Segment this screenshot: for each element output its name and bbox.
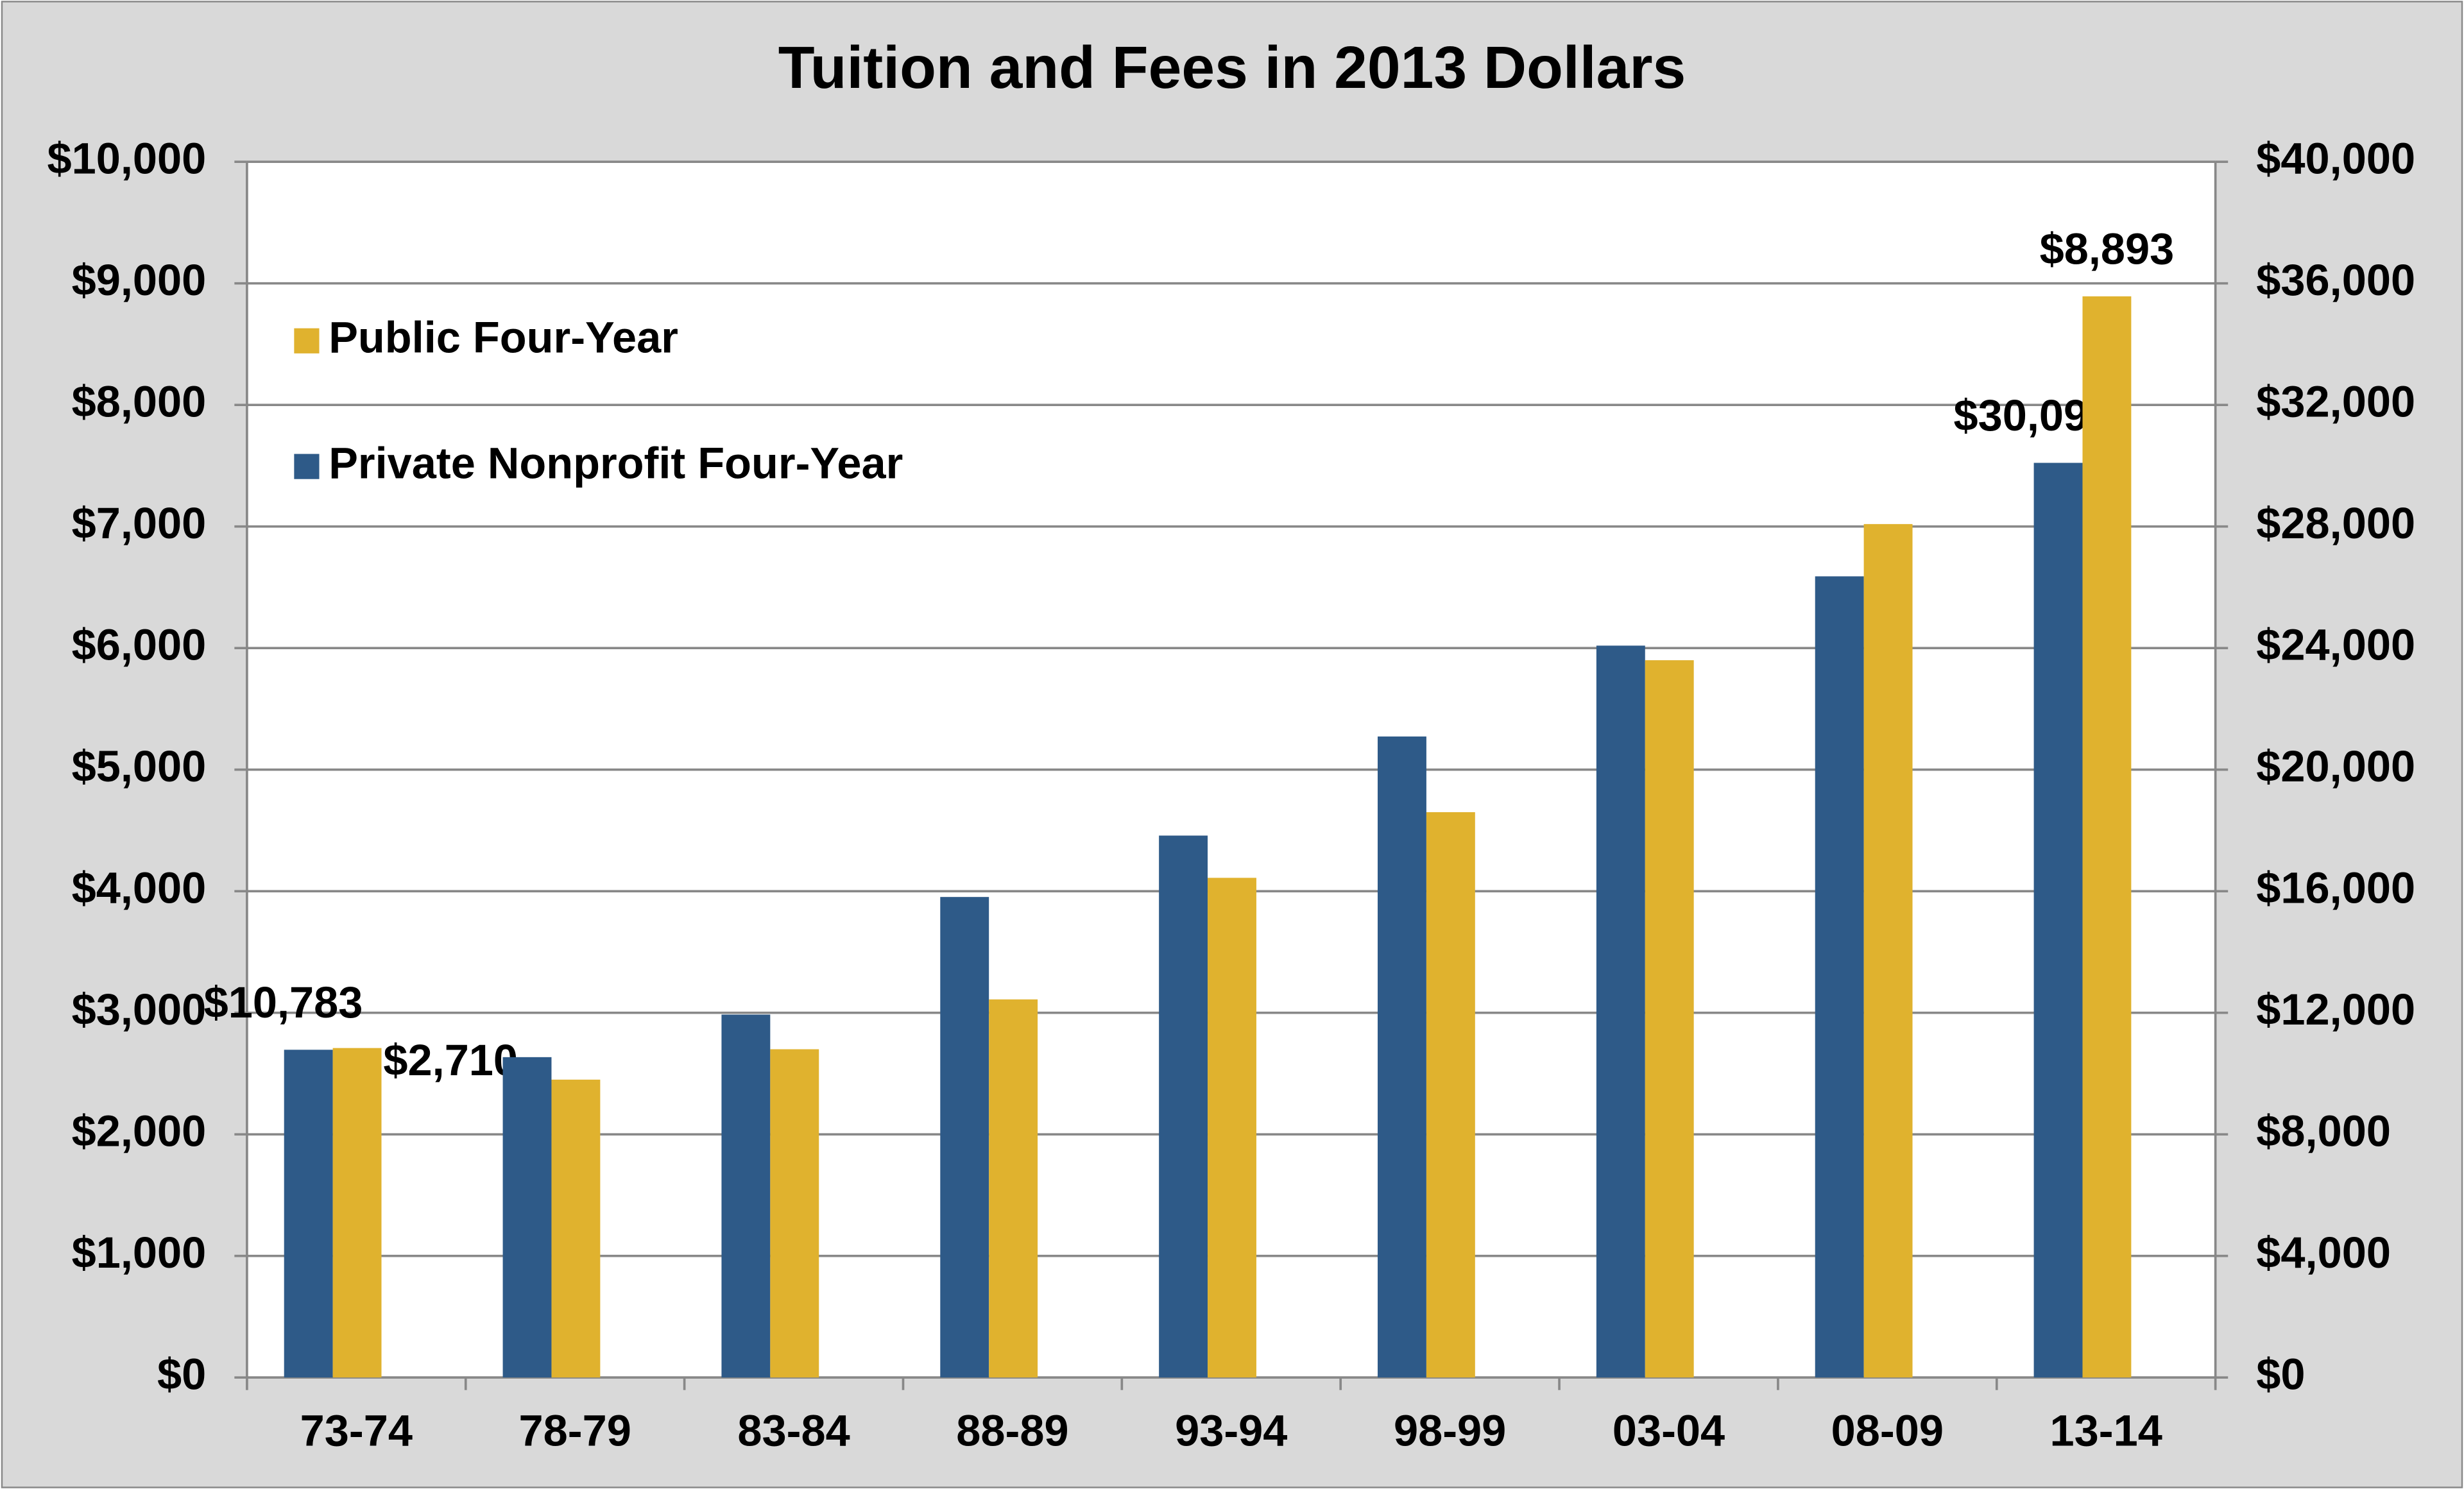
y2-tick-label: $12,000 <box>2256 985 2415 1034</box>
bar <box>1378 736 1426 1378</box>
chart-title: Tuition and Fees in 2013 Dollars <box>778 34 1686 101</box>
y-tick-label: $5,000 <box>72 742 207 791</box>
y2-tick-label: $24,000 <box>2256 620 2415 669</box>
bar <box>721 1014 771 1378</box>
y2-tick-label: $8,000 <box>2256 1106 2391 1155</box>
y2-tick-label: $0 <box>2256 1349 2305 1399</box>
y-tick-label: $1,000 <box>72 1228 207 1277</box>
data-label: $10,783 <box>204 978 363 1027</box>
bar <box>940 897 989 1378</box>
y-tick-label: $3,000 <box>72 985 207 1034</box>
legend-swatch <box>294 328 320 353</box>
x-tick-label: 03-04 <box>1613 1406 1725 1455</box>
bar <box>502 1057 552 1378</box>
y2-tick-label: $40,000 <box>2256 133 2415 183</box>
bar <box>989 999 1038 1378</box>
bar <box>1159 835 1208 1378</box>
legend-label: Private Nonprofit Four-Year <box>329 438 903 488</box>
bar <box>1596 645 1645 1378</box>
x-tick-label: 93-94 <box>1175 1406 1287 1455</box>
x-tick-label: 13-14 <box>2050 1406 2162 1455</box>
bar <box>1208 878 1256 1378</box>
y-tick-label: $6,000 <box>72 620 207 669</box>
bar <box>1426 812 1475 1378</box>
y-tick-label: $0 <box>157 1349 206 1399</box>
bar <box>770 1049 819 1378</box>
y2-tick-label: $28,000 <box>2256 498 2415 548</box>
y2-tick-label: $36,000 <box>2256 255 2415 305</box>
y-tick-label: $9,000 <box>72 255 207 305</box>
y2-tick-label: $16,000 <box>2256 863 2415 912</box>
bar <box>284 1050 333 1378</box>
y-tick-label: $10,000 <box>47 133 206 183</box>
bar <box>1645 660 1694 1378</box>
data-label: $8,893 <box>2040 225 2175 274</box>
bar <box>2033 463 2083 1378</box>
y-tick-label: $8,000 <box>72 377 207 426</box>
x-tick-label: 78-79 <box>519 1406 631 1455</box>
x-tick-label: 83-84 <box>737 1406 850 1455</box>
y-tick-label: $2,000 <box>72 1106 207 1155</box>
bar <box>1815 576 1864 1378</box>
x-tick-label: 08-09 <box>1831 1406 1944 1455</box>
x-tick-label: 88-89 <box>956 1406 1068 1455</box>
y-tick-label: $7,000 <box>72 498 207 548</box>
y2-tick-label: $32,000 <box>2256 377 2415 426</box>
bar <box>1863 523 1913 1378</box>
y-tick-label: $4,000 <box>72 863 207 912</box>
x-tick-label: 98-99 <box>1394 1406 1506 1455</box>
bar <box>332 1048 382 1378</box>
y2-tick-label: $20,000 <box>2256 742 2415 791</box>
legend-label: Public Four-Year <box>329 312 678 362</box>
data-label: $2,710 <box>383 1035 518 1085</box>
x-tick-label: 73-74 <box>300 1406 413 1455</box>
bar <box>2082 296 2132 1378</box>
legend-swatch <box>294 454 320 479</box>
y2-tick-label: $4,000 <box>2256 1228 2391 1277</box>
bar <box>551 1079 601 1378</box>
